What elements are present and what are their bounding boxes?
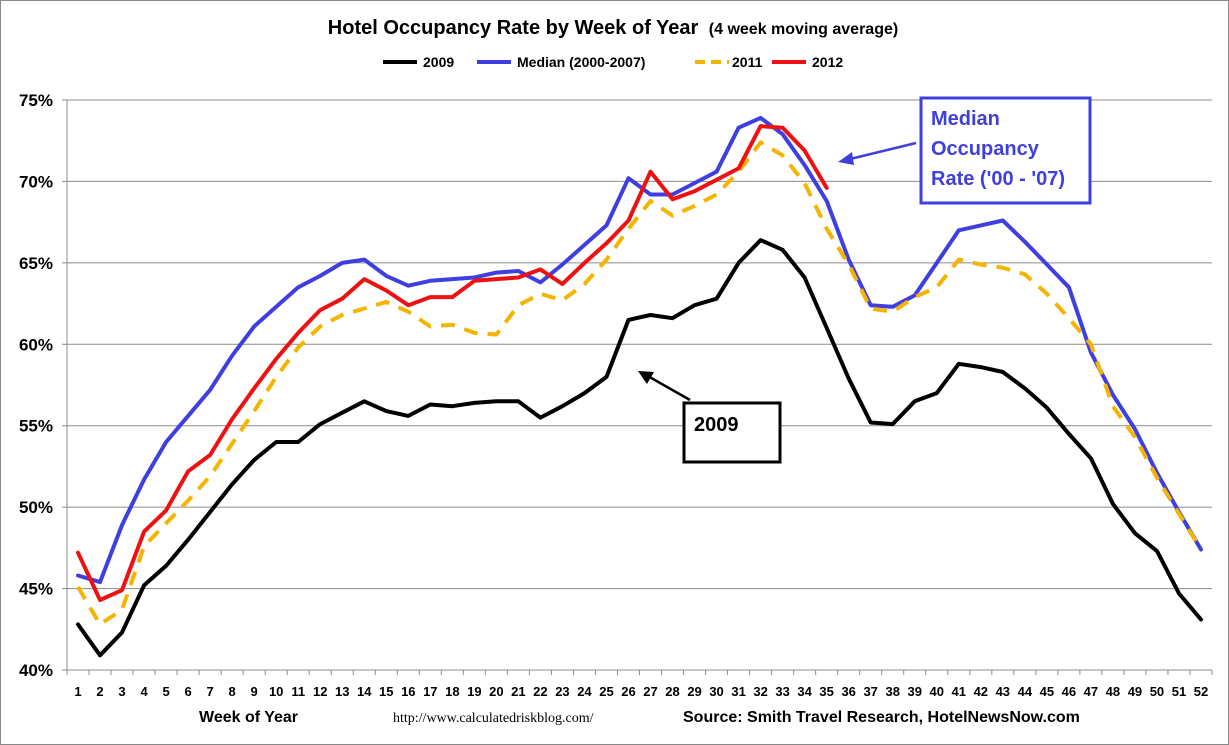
- x-tick-label: 45: [1040, 684, 1054, 699]
- legend-label: 2009: [423, 54, 454, 70]
- x-tick-label: 43: [996, 684, 1010, 699]
- chart-title: Hotel Occupancy Rate by Week of Year (4 …: [328, 17, 898, 39]
- x-tick-label: 50: [1150, 684, 1164, 699]
- x-tick-label: 29: [687, 684, 701, 699]
- x-tick-label: 34: [797, 684, 812, 699]
- y2009-annotation-arrowhead: [638, 371, 654, 384]
- x-tick-label: 11: [291, 684, 305, 699]
- x-tick-label: 40: [930, 684, 944, 699]
- y-tick-label: 75%: [19, 91, 53, 110]
- x-tick-label: 4: [140, 684, 148, 699]
- x-tick-label: 16: [401, 684, 415, 699]
- x-tick-label: 52: [1194, 684, 1208, 699]
- x-tick-label: 35: [819, 684, 833, 699]
- x-tick-label: 7: [207, 684, 214, 699]
- x-tick-label: 28: [665, 684, 679, 699]
- legend: 2009 Median (2000-2007) 2011 2012: [383, 54, 843, 70]
- legend-label: Median (2000-2007): [517, 54, 645, 70]
- x-tick-label: 31: [731, 684, 745, 699]
- x-tick-label: 38: [885, 684, 899, 699]
- median-annotation-arrowhead: [838, 152, 854, 165]
- x-tick-label: 2: [96, 684, 103, 699]
- y-tick-label: 55%: [19, 417, 53, 436]
- x-tick-label: 13: [335, 684, 349, 699]
- x-tick-label: 21: [511, 684, 525, 699]
- y2009-annotation-box: [682, 401, 782, 464]
- series-line-2009: [76, 238, 1203, 658]
- series-line-2012: [76, 124, 829, 602]
- x-tick-label: 27: [643, 684, 657, 699]
- x-tick-label: 30: [709, 684, 723, 699]
- y2009-annotation-label: 2009: [694, 414, 739, 436]
- x-tick-label: 3: [118, 684, 125, 699]
- series-lines: [76, 115, 1203, 658]
- median-annotation-line-3: Rate ('00 - '07): [931, 168, 1065, 190]
- y-tick-label: 65%: [19, 254, 53, 273]
- x-tick-label: 44: [1018, 684, 1033, 699]
- x-tick-label: 22: [533, 684, 547, 699]
- x-tick-label: 1: [74, 684, 81, 699]
- x-tick-label: 19: [467, 684, 481, 699]
- x-tick-label: 14: [357, 684, 372, 699]
- x-tick-label: 17: [423, 684, 437, 699]
- x-tick-label: 32: [753, 684, 767, 699]
- x-tick-label: 24: [577, 684, 592, 699]
- x-tick-label: 10: [269, 684, 283, 699]
- x-tick-label: 25: [599, 684, 613, 699]
- x-tick-label: 9: [251, 684, 258, 699]
- series-line-median-2000-2007: [76, 115, 1203, 585]
- x-tick-label: 18: [445, 684, 459, 699]
- x-tick-label: 39: [908, 684, 922, 699]
- source-url: http://www.calculatedriskblog.com/: [393, 711, 594, 726]
- y-tick-label: 45%: [19, 580, 53, 599]
- x-tick-label: 20: [489, 684, 503, 699]
- x-tick-label: 6: [184, 684, 191, 699]
- y-tick-label: 40%: [19, 661, 53, 680]
- legend-label: 2011: [732, 54, 763, 70]
- median-annotation-line-2: Occupancy: [931, 138, 1040, 160]
- x-tick-label: 37: [863, 684, 877, 699]
- y-tick-label: 60%: [19, 335, 53, 354]
- x-tick-label: 12: [313, 684, 327, 699]
- y-axis-ticks: 40% 45% 50% 55% 60% 65% 70% 75%: [19, 91, 53, 680]
- median-annotation-arrow: [845, 141, 917, 162]
- chart-subtitle: (4 week moving average): [709, 21, 898, 38]
- median-annotation: Median Occupancy Rate ('00 - '07): [838, 96, 1092, 205]
- x-tick-label: 15: [379, 684, 393, 699]
- source-text: Source: Smith Travel Research, HotelNews…: [683, 709, 1080, 726]
- x-tick-label: 33: [775, 684, 789, 699]
- x-axis-ticks: 1 2 3 4 5 6 7 8 9 10 11 12 13 14 15 16 17 18 19 20 21 22 23 24 2…: [74, 684, 1208, 699]
- x-tick-label: 51: [1172, 684, 1186, 699]
- x-axis-label: Week of Year: [199, 709, 298, 726]
- x-tick-label: 47: [1084, 684, 1098, 699]
- x-tick-label: 26: [621, 684, 635, 699]
- x-tick-label: 8: [229, 684, 236, 699]
- x-tick-label: 23: [555, 684, 569, 699]
- median-annotation-box: [919, 96, 1092, 205]
- x-tick-label: 46: [1062, 684, 1076, 699]
- x-tick-label: 42: [974, 684, 988, 699]
- y-tick-label: 50%: [19, 498, 53, 517]
- x-tick-label: 5: [162, 684, 169, 699]
- legend-label: 2012: [812, 54, 843, 70]
- x-tick-label: 36: [841, 684, 855, 699]
- chart-title-main: Hotel Occupancy Rate by Week of Year: [328, 17, 699, 39]
- y2009-annotation-arrow: [645, 373, 691, 402]
- y2009-annotation: 2009: [638, 371, 782, 464]
- x-tick-label: 48: [1106, 684, 1120, 699]
- y-tick-label: 70%: [19, 172, 53, 191]
- x-tick-label: 41: [952, 684, 966, 699]
- median-annotation-line-1: Median: [931, 108, 1000, 130]
- x-tick-label: 49: [1128, 684, 1142, 699]
